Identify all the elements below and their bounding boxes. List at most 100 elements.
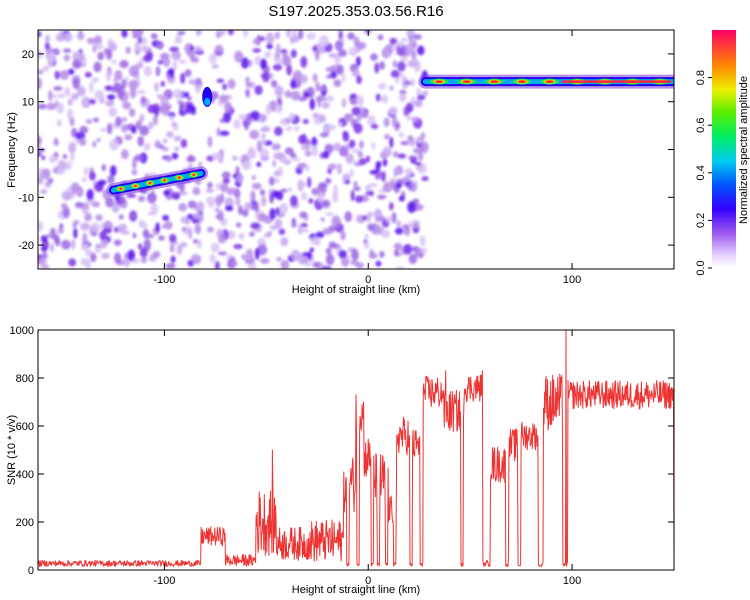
spectrogram-noise-blob [78,137,87,146]
spectrogram-y-ticks: -20 -10 0 10 20 [18,49,674,252]
spectrogram-noise-blob [38,69,44,75]
spectrogram-noise-blob [169,233,177,243]
spectrogram-noise-blob [142,229,150,239]
spectrogram-noise-blob [392,150,399,158]
spectrogram-noise-blob [38,152,42,157]
spectrogram-noise-blob [349,93,356,99]
spectrogram-noise-blob [214,207,220,213]
spectrogram-noise-blob [337,122,343,127]
spectrogram-noise-blob [181,226,187,232]
spectrogram-noise-blob [261,133,266,138]
spectrogram-noise-blob [321,101,330,109]
spectrogram-noise-blob [355,214,364,224]
spectrogram-noise-blob [56,93,65,98]
tone-peak [192,173,196,176]
spectrogram-noise-blob [123,256,131,268]
spectrogram-noise-blob [145,51,154,60]
spectrogram-noise-blob [408,253,418,265]
spectrogram-noise-blob [420,132,426,141]
spectrogram-noise-blob [333,184,338,196]
spectrogram-noise-blob [395,227,404,235]
spectrogram-noise-blob [159,52,170,60]
spectrogram-noise-blob [408,35,414,43]
spectrogram-noise-blob [348,46,358,57]
spectrogram-noise-blob [312,112,320,119]
spectrogram-noise-blob [269,192,274,204]
spectrogram-noise-blob [169,68,175,79]
spectrogram-noise-blob [114,252,122,264]
spectrogram-noise-blob [125,46,131,54]
spectrogram-noise-blob [100,238,105,249]
spectrogram-noise-blob [134,40,141,51]
spectrogram-noise-blob [393,242,402,251]
spectrogram-noise-blob [147,121,154,130]
snr-y-tick-label: 800 [16,373,34,385]
spectrogram-noise-blob [205,196,216,205]
spectrogram-noise-blob [305,139,311,146]
spectrogram-noise-blob [301,144,311,151]
spectrogram-noise-blob [231,155,238,161]
spectrogram-noise-blob [95,214,103,222]
spectrogram-noise-blob [226,230,236,240]
colorbar-tick-label: 0.8 [695,70,707,85]
spectrogram-noise-blob [259,189,266,196]
spectrogram-noise-blob [382,146,392,157]
spectrogram-noise-blob [252,38,260,45]
spectrogram-x-tick-label: 100 [563,274,581,286]
spectrogram-noise-blob [351,69,360,78]
spectrogram-noise-blob [101,164,107,172]
spectrogram-y-tick-label: 10 [22,97,34,109]
spectrogram-noise-blob [300,56,308,68]
spectrogram-noise-blob [306,32,316,40]
spectrogram-noise-blob [287,187,293,193]
spectrogram-noise-blob [173,88,183,100]
spectrogram-noise-blob [280,260,290,269]
spectrogram-noise-blob [400,55,408,63]
spectrogram-noise-blob [89,226,94,236]
spectrogram-noise-blob [38,30,42,38]
spectrogram-noise-blob [321,266,332,269]
spectrogram-noise-blob [388,106,398,116]
spectrogram-noise-blob [240,57,250,69]
spectrogram-noise-blob [224,101,232,113]
spectrogram-noise-blob [261,195,267,207]
spectrogram-noise-blob [118,223,128,232]
spectrogram-noise-blob [374,62,380,74]
spectrogram-noise-blob [290,249,301,261]
spectrogram-noise-blob [177,30,186,36]
spectrogram-noise-blob [214,260,220,269]
spectrogram-noise-blob [131,213,138,218]
spectrogram-noise-blob [144,142,151,148]
spectrogram-noise-blob [263,51,272,59]
spectrogram-noise-blob [412,185,417,193]
spectrogram-noise-blob [209,254,216,264]
spectrogram-noise-blob [217,233,226,244]
tone-peak [177,176,181,179]
spectrogram-noise-blob [377,170,382,179]
spectrogram-noise-blob [86,188,94,201]
spectrogram-noise-blob [356,75,362,85]
spectrogram-noise-blob [382,158,388,167]
spectrogram-noise-blob [265,103,271,116]
spectrogram-noise-blob [381,229,390,239]
spectrogram-noise-blob [308,198,314,204]
spectrogram-noise-blob [233,243,243,250]
spectrogram-noise-blob [105,85,112,91]
spectrogram-noise-blob [327,163,337,170]
spectrogram-noise [38,30,429,269]
spectrogram-noise-blob [147,211,156,216]
spectrogram-noise-blob [285,125,292,132]
spectrogram-noise-blob [398,61,405,71]
spectrogram-noise-blob [386,216,393,223]
spectrogram-noise-blob [122,117,127,123]
spectrogram-noise-blob [257,244,268,256]
spectrogram-noise-blob [379,61,385,70]
spectrogram-noise-blob [399,93,407,103]
spectrogram-noise-blob [99,230,107,241]
spectrogram-tone [418,74,674,89]
spectrogram-noise-blob [358,140,364,149]
spectrogram-noise-blob [266,43,273,50]
spectrogram-noise-blob [192,213,202,220]
colorbar-gradient [712,30,736,268]
spectrogram-noise-blob [38,135,42,146]
